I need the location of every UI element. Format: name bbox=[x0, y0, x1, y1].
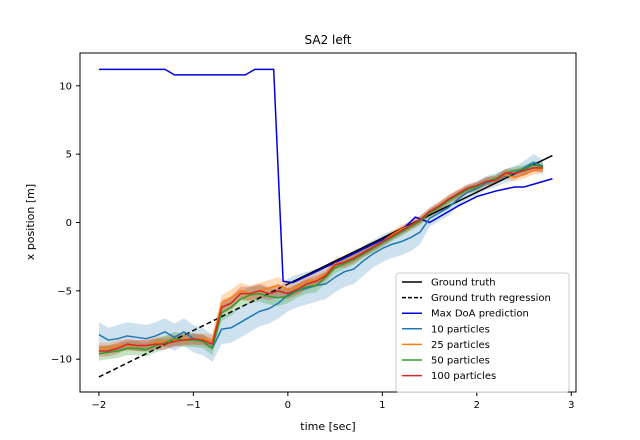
y-tick-label: 10 bbox=[59, 81, 72, 92]
legend-label-max-doa-prediction: Max DoA prediction bbox=[431, 309, 529, 320]
legend-box bbox=[395, 272, 570, 393]
y-tick-label: 0 bbox=[66, 218, 72, 229]
x-axis-label: time [sec] bbox=[300, 420, 355, 433]
y-tick-label: −10 bbox=[51, 355, 72, 366]
legend-label-100-particles: 100 particles bbox=[431, 371, 496, 382]
x-tick-label: −2 bbox=[92, 400, 107, 411]
series-line-ground-truth-regression bbox=[98, 283, 289, 378]
y-axis-label: x position [m] bbox=[24, 184, 37, 260]
x-tick-label: 0 bbox=[285, 400, 291, 411]
x-tick-label: 2 bbox=[474, 400, 480, 411]
series-line-max-doa-prediction bbox=[98, 68, 553, 284]
legend-label-ground-truth: Ground truth bbox=[431, 278, 496, 289]
legend-label-25-particles: 25 particles bbox=[431, 340, 490, 351]
series-line-100-particles bbox=[98, 167, 543, 352]
x-tick-label: 3 bbox=[568, 400, 574, 411]
series-line-10-particles bbox=[98, 161, 544, 350]
x-tick-label: 1 bbox=[379, 400, 385, 411]
legend: Ground truth Ground truth regression Max D… bbox=[395, 272, 570, 393]
x-tick-label: −1 bbox=[186, 400, 201, 411]
y-tick-label: 5 bbox=[66, 150, 72, 161]
series-lines bbox=[98, 68, 553, 378]
legend-label-10-particles: 10 particles bbox=[431, 324, 490, 335]
y-tick-label: −5 bbox=[57, 286, 72, 297]
band-10-particles bbox=[98, 154, 543, 362]
chart-title: SA2 left bbox=[305, 33, 352, 47]
x-axis-ticks: −2 −1 0 1 2 3 bbox=[92, 392, 574, 411]
series-line-50-particles bbox=[98, 164, 544, 355]
legend-label-50-particles: 50 particles bbox=[431, 356, 490, 367]
legend-label-ground-truth-regression: Ground truth regression bbox=[431, 293, 551, 304]
y-axis-ticks: −10 −5 0 5 10 bbox=[51, 81, 80, 366]
